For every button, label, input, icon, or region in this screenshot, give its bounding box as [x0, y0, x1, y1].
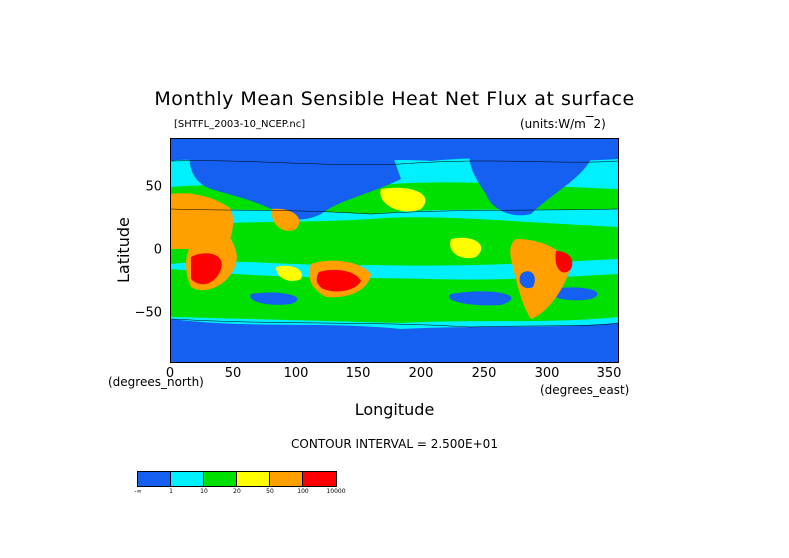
colorbar-label: 50 [266, 488, 274, 495]
ocean-patch [550, 287, 598, 301]
y-axis-label: Latitude [114, 217, 133, 283]
x-unit-left: (degrees_north) [108, 375, 204, 389]
colorbar-swatch [204, 472, 237, 486]
antarctic-blue [171, 319, 618, 362]
x-tick-200: 200 [408, 366, 434, 381]
colorbar-swatch [237, 472, 270, 486]
ocean-patch [449, 291, 512, 306]
brazil-red [555, 251, 573, 273]
india-orange [271, 208, 300, 231]
x-tick-50: 50 [224, 366, 242, 381]
south-africa-red [191, 253, 222, 285]
x-axis-label: Longitude [354, 400, 435, 419]
colorbar-label: 10 [200, 488, 208, 495]
east-pacific-yellow [450, 237, 482, 259]
y-tick-minus50: −50 [134, 305, 162, 321]
units-label: (units:W/m 2) [520, 117, 606, 131]
chart-title: Monthly Mean Sensible Heat Net Flux at s… [154, 88, 635, 110]
x-tick-300: 300 [534, 366, 560, 381]
x-tick-350: 350 [596, 366, 622, 381]
colorbar-swatch [171, 472, 204, 486]
southern-green-band [171, 269, 618, 323]
ocean-patch [250, 292, 298, 305]
north-america-land [469, 149, 591, 216]
andes-blue [519, 271, 535, 289]
x-tick-100: 100 [283, 366, 309, 381]
africa-orange [171, 193, 234, 249]
contour-lines [171, 160, 618, 328]
colorbar-label: 100 [297, 488, 309, 495]
heatmap-map [171, 139, 618, 362]
heatmap-plot-area [170, 138, 619, 363]
indian-ocean-yellow [276, 265, 302, 281]
y-tick-0: 0 [153, 242, 162, 258]
colorbar-label: 10000 [326, 488, 346, 495]
colorbar-swatch [270, 472, 303, 486]
colorbar-label: -∞ [134, 488, 142, 495]
colorbar-swatch [303, 472, 336, 486]
pacific-yellow [380, 187, 426, 212]
australia-red [316, 269, 361, 292]
x-unit-right: (degrees_east) [540, 383, 630, 397]
y-tick-50: 50 [145, 179, 162, 195]
file-label: [SHTFL_2003-10_NCEP.nc] [174, 119, 306, 130]
contour-interval-label: CONTOUR INTERVAL = 2.500E+01 [291, 437, 498, 451]
x-tick-0: 0 [165, 366, 175, 381]
colorbar-label: 1 [169, 488, 173, 495]
colorbar [137, 471, 337, 487]
x-tick-150: 150 [345, 366, 371, 381]
colorbar-swatch [138, 472, 171, 486]
colorbar-label: 20 [233, 488, 241, 495]
x-tick-250: 250 [471, 366, 497, 381]
